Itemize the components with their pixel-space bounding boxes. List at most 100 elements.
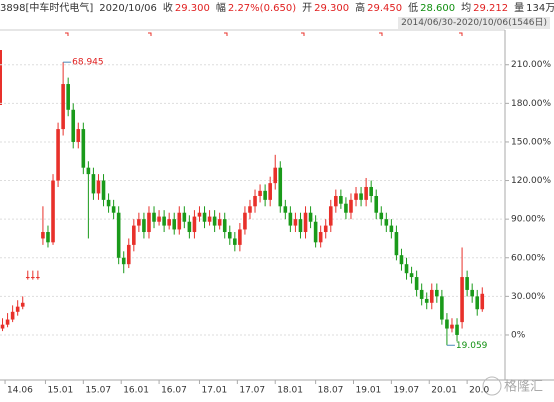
item-value: 2.27%(0.650): [227, 3, 297, 14]
candle-body: [20, 302, 25, 307]
item-label: 幅: [215, 3, 226, 14]
candle-body: [227, 232, 232, 239]
item-label: 量: [514, 3, 525, 14]
y-tick-label: 90.00%: [511, 215, 546, 225]
x-tick-label: 18.07: [318, 386, 344, 396]
candle-body: [51, 180, 55, 243]
candle-body: [157, 216, 161, 222]
candle-body: [399, 255, 404, 265]
candle-body: [435, 289, 439, 297]
candle-body: [455, 324, 459, 335]
candle-body: [197, 212, 202, 217]
date-range: 2014/06/30-2020/10/06(1546日): [398, 17, 550, 29]
candle-body: [116, 212, 121, 258]
candle-body: [233, 238, 237, 245]
item-label: 低: [408, 3, 419, 14]
item-label: 高: [355, 3, 366, 14]
header-item: 均 29.212: [461, 3, 508, 14]
item-label: 收: [162, 3, 173, 14]
candle-body: [293, 219, 298, 226]
x-tick-label: 19.07: [393, 386, 419, 396]
candle-body: [369, 186, 373, 196]
x-tick-label: 15.07: [85, 386, 111, 396]
candle-body: [424, 298, 429, 303]
candle-body: [152, 212, 156, 222]
watermark-icon: [482, 376, 502, 396]
candle-body: [303, 212, 308, 233]
candle-body: [162, 216, 166, 226]
annotation: 68.945: [72, 58, 104, 68]
x-tick-label: 16.01: [123, 386, 149, 396]
candle-body: [71, 109, 76, 142]
event-markers: [65, 32, 463, 36]
candle-body: [86, 167, 91, 175]
candle-body: [288, 212, 293, 226]
candle-body: [31, 277, 35, 279]
candle-body: [460, 277, 464, 323]
stock-code: 3898[中车时代电气]: [0, 3, 94, 14]
candle-body: [253, 195, 257, 207]
candle-body: [394, 232, 399, 256]
candle-body: [202, 212, 207, 222]
candle-body: [61, 84, 65, 130]
candle-body: [440, 296, 444, 320]
candle-body: [66, 84, 70, 110]
candle-body: [25, 277, 30, 279]
candle-body: [217, 219, 222, 226]
x-tick-label: 18.01: [277, 386, 303, 396]
candle-body: [137, 219, 141, 226]
candle-body: [0, 324, 5, 329]
candle-body: [475, 296, 480, 310]
candle-body: [248, 206, 252, 213]
x-tick-label: 19.01: [356, 386, 382, 396]
candle-body: [313, 221, 318, 243]
candle-body: [414, 277, 419, 290]
candle-body: [323, 225, 328, 233]
candle-body: [56, 129, 60, 181]
candle-body: [46, 232, 50, 243]
candle-body: [298, 219, 303, 233]
candle-body: [142, 219, 146, 233]
x-tick-label: 14.06: [7, 386, 33, 396]
header-item: 开 29.300: [302, 3, 349, 14]
header-item: 幅 2.27%(0.650): [216, 3, 296, 14]
candle-body: [172, 219, 177, 230]
candle-body: [187, 221, 192, 233]
candle-body: [96, 180, 101, 194]
item-value: 29.450: [367, 3, 403, 14]
y-tick-label: 60.00%: [511, 253, 546, 263]
candle-body: [192, 216, 197, 233]
x-tick-label: 20.0: [469, 386, 489, 396]
item-label: 开: [302, 3, 313, 14]
y-tick-label: 180.00%: [511, 99, 551, 109]
y-tick-label: 0%: [511, 330, 526, 340]
candle-body: [429, 289, 434, 303]
y-tick-label: 120.00%: [511, 176, 551, 186]
candle-body: [349, 199, 353, 213]
candle-body: [263, 190, 267, 200]
candle-body: [409, 273, 414, 278]
candle-body: [111, 206, 116, 213]
candle-body: [465, 277, 469, 290]
item-value: 29.212: [473, 3, 509, 14]
item-value: 29.300: [174, 3, 210, 14]
candle-body: [445, 319, 449, 329]
candle-body: [5, 319, 10, 325]
candle-body: [81, 129, 86, 168]
x-tick-label: 17.07: [239, 386, 265, 396]
header-item: 量 134万: [514, 3, 554, 14]
candle-body: [126, 244, 131, 265]
candle-body: [238, 229, 242, 245]
header-item: 收 29.300: [163, 3, 210, 14]
header: 3898[中车时代电气] 2020/10/06 收 29.300 幅 2.27%(0.65…: [0, 0, 554, 17]
candle-body: [374, 195, 379, 213]
candle-body: [328, 206, 333, 226]
candle-body: [450, 324, 454, 329]
candle-body: [273, 167, 278, 184]
candle-body: [268, 183, 272, 200]
item-value: 134万: [526, 3, 554, 14]
candle-body: [354, 193, 358, 200]
candle-body: [389, 225, 394, 233]
candle-body: [222, 219, 227, 233]
